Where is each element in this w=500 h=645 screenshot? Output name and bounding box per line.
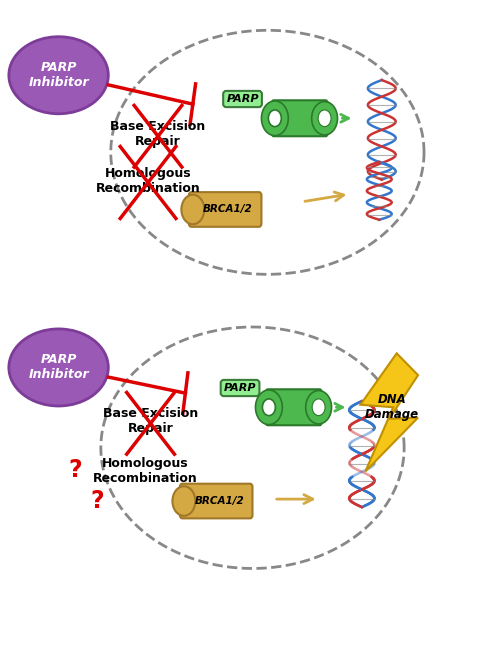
Circle shape	[256, 390, 282, 424]
Circle shape	[262, 399, 276, 415]
Text: PARP
Inhibitor: PARP Inhibitor	[28, 61, 89, 89]
Text: DNA
Damage: DNA Damage	[364, 393, 419, 421]
Circle shape	[312, 399, 325, 415]
FancyBboxPatch shape	[272, 100, 328, 136]
Text: Base Excision
Repair: Base Excision Repair	[110, 121, 206, 148]
Circle shape	[262, 101, 288, 135]
FancyBboxPatch shape	[180, 484, 252, 519]
FancyBboxPatch shape	[189, 192, 262, 227]
Text: PARP: PARP	[226, 94, 259, 104]
FancyBboxPatch shape	[266, 390, 322, 425]
Circle shape	[312, 101, 338, 135]
Polygon shape	[360, 353, 418, 471]
Text: BRCA1/2: BRCA1/2	[203, 204, 253, 215]
Text: ?: ?	[68, 458, 82, 482]
Circle shape	[306, 391, 332, 424]
Text: Base Excision
Repair: Base Excision Repair	[103, 407, 198, 435]
Text: BRCA1/2: BRCA1/2	[194, 496, 244, 506]
Circle shape	[268, 110, 281, 126]
Text: PARP: PARP	[224, 383, 256, 393]
Text: Homologous
Recombination: Homologous Recombination	[93, 457, 198, 486]
Ellipse shape	[9, 37, 108, 114]
Text: PARP
Inhibitor: PARP Inhibitor	[28, 353, 89, 381]
Ellipse shape	[9, 329, 108, 406]
Text: Homologous
Recombination: Homologous Recombination	[96, 167, 200, 195]
Circle shape	[182, 195, 204, 224]
Circle shape	[318, 110, 331, 126]
Text: ?: ?	[90, 489, 104, 513]
Circle shape	[172, 486, 196, 516]
